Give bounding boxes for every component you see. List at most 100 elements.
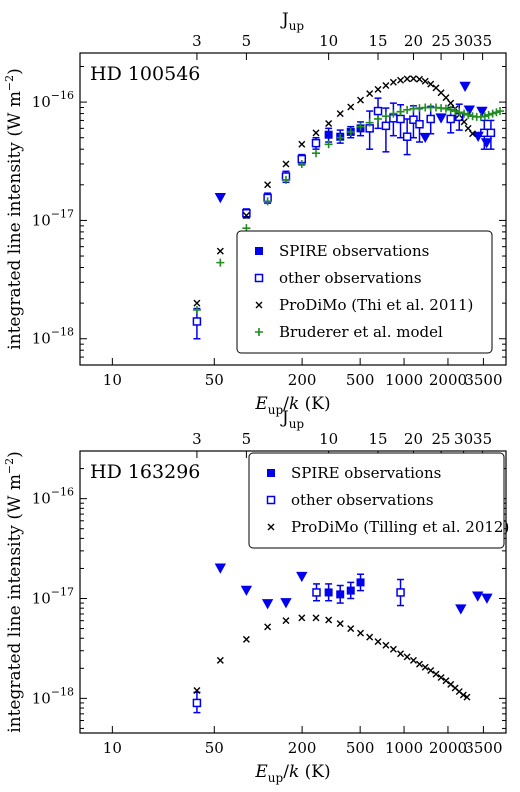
data-point bbox=[409, 75, 417, 83]
series bbox=[214, 81, 493, 204]
y-axis-label: integrated line intensity (W m−2) bbox=[3, 68, 25, 350]
data-point bbox=[419, 132, 431, 144]
data-point bbox=[451, 107, 460, 116]
data-point bbox=[459, 691, 467, 699]
plot-frame bbox=[79, 450, 507, 734]
x-tick-label: 200 bbox=[288, 371, 317, 389]
x-tick-label: 3500 bbox=[464, 739, 502, 757]
data-point bbox=[312, 588, 321, 597]
x-tick-label: 50 bbox=[205, 371, 224, 389]
data-point bbox=[216, 258, 225, 267]
data-point bbox=[374, 85, 382, 93]
data-point bbox=[403, 653, 411, 661]
x-tick-label: 10 bbox=[103, 371, 122, 389]
legend-marker bbox=[267, 523, 275, 531]
data-point bbox=[296, 571, 308, 583]
plot-frame bbox=[79, 52, 507, 366]
data-point bbox=[216, 656, 224, 664]
data-point bbox=[192, 305, 201, 314]
legend: SPIRE observations other observations ProD… bbox=[236, 230, 493, 354]
panel-title: HD 100546 bbox=[90, 63, 200, 85]
x-tick-label: 1000 bbox=[385, 371, 423, 389]
data-point bbox=[389, 78, 397, 86]
legend-label: other observations bbox=[279, 269, 422, 287]
data-point bbox=[396, 588, 405, 597]
data-point bbox=[193, 299, 201, 307]
data-point bbox=[455, 108, 464, 117]
x-tick-label: 3500 bbox=[464, 371, 502, 389]
data-point bbox=[446, 105, 455, 114]
data-point bbox=[261, 599, 274, 610]
data-point bbox=[455, 604, 467, 615]
series bbox=[193, 614, 471, 701]
series bbox=[192, 103, 505, 314]
data-point bbox=[357, 96, 365, 104]
top-tick-label: 30 bbox=[454, 430, 473, 448]
data-point bbox=[357, 629, 365, 637]
data-point bbox=[432, 670, 440, 678]
data-point bbox=[463, 105, 475, 116]
data-point bbox=[447, 99, 455, 107]
legend-marker bbox=[266, 495, 276, 505]
top-tick-label: 5 bbox=[242, 430, 252, 448]
series bbox=[192, 97, 496, 340]
top-tick-label: 25 bbox=[432, 430, 451, 448]
series bbox=[324, 573, 365, 604]
data-point bbox=[415, 119, 424, 129]
data-point bbox=[421, 663, 429, 671]
data-point bbox=[484, 110, 493, 119]
data-point bbox=[381, 112, 390, 121]
data-point bbox=[192, 698, 202, 708]
data-point bbox=[492, 108, 501, 117]
data-point bbox=[374, 114, 383, 123]
y-tick-label: 10−18 bbox=[32, 326, 74, 348]
x-tick-label: 10 bbox=[103, 739, 122, 757]
data-point bbox=[446, 114, 455, 124]
data-point bbox=[356, 122, 365, 131]
x-tick-label: 2000 bbox=[429, 371, 467, 389]
data-point bbox=[442, 94, 450, 102]
data-point bbox=[437, 673, 445, 681]
data-point bbox=[373, 106, 383, 116]
x-tick-label: 2000 bbox=[429, 739, 467, 757]
data-point bbox=[263, 197, 272, 206]
data-point bbox=[415, 660, 423, 668]
legend-label: other observations bbox=[291, 491, 434, 509]
top-tick-label: 10 bbox=[319, 430, 338, 448]
data-point bbox=[324, 140, 333, 149]
plot-area bbox=[192, 563, 493, 714]
data-point bbox=[469, 130, 477, 138]
data-point bbox=[397, 76, 405, 84]
data-point bbox=[389, 645, 397, 653]
top-tick-label: 10 bbox=[319, 32, 338, 50]
top-tick-label: 3 bbox=[192, 430, 202, 448]
x-tick-label: 500 bbox=[346, 371, 375, 389]
data-point bbox=[476, 106, 488, 117]
data-point bbox=[480, 112, 489, 121]
data-point bbox=[460, 118, 468, 126]
data-point bbox=[325, 616, 333, 624]
data-point bbox=[488, 109, 497, 118]
legend-marker bbox=[255, 301, 263, 309]
data-point bbox=[324, 588, 333, 597]
data-point bbox=[496, 107, 505, 116]
top-tick-label: 25 bbox=[432, 32, 451, 50]
data-point bbox=[298, 140, 306, 148]
top-tick-label: 20 bbox=[404, 32, 423, 50]
data-point bbox=[311, 138, 321, 148]
legend-box bbox=[248, 452, 505, 549]
legend-marker bbox=[255, 328, 263, 336]
data-point bbox=[325, 119, 333, 127]
data-point bbox=[442, 677, 450, 685]
data-point bbox=[486, 128, 496, 138]
data-point bbox=[336, 620, 344, 628]
data-point bbox=[193, 686, 201, 694]
data-point bbox=[464, 110, 473, 119]
data-point bbox=[242, 208, 251, 218]
data-point bbox=[240, 585, 253, 596]
data-point bbox=[427, 667, 435, 675]
data-point bbox=[389, 109, 398, 118]
series bbox=[193, 75, 477, 307]
data-point bbox=[402, 132, 412, 141]
data-point bbox=[415, 75, 423, 83]
